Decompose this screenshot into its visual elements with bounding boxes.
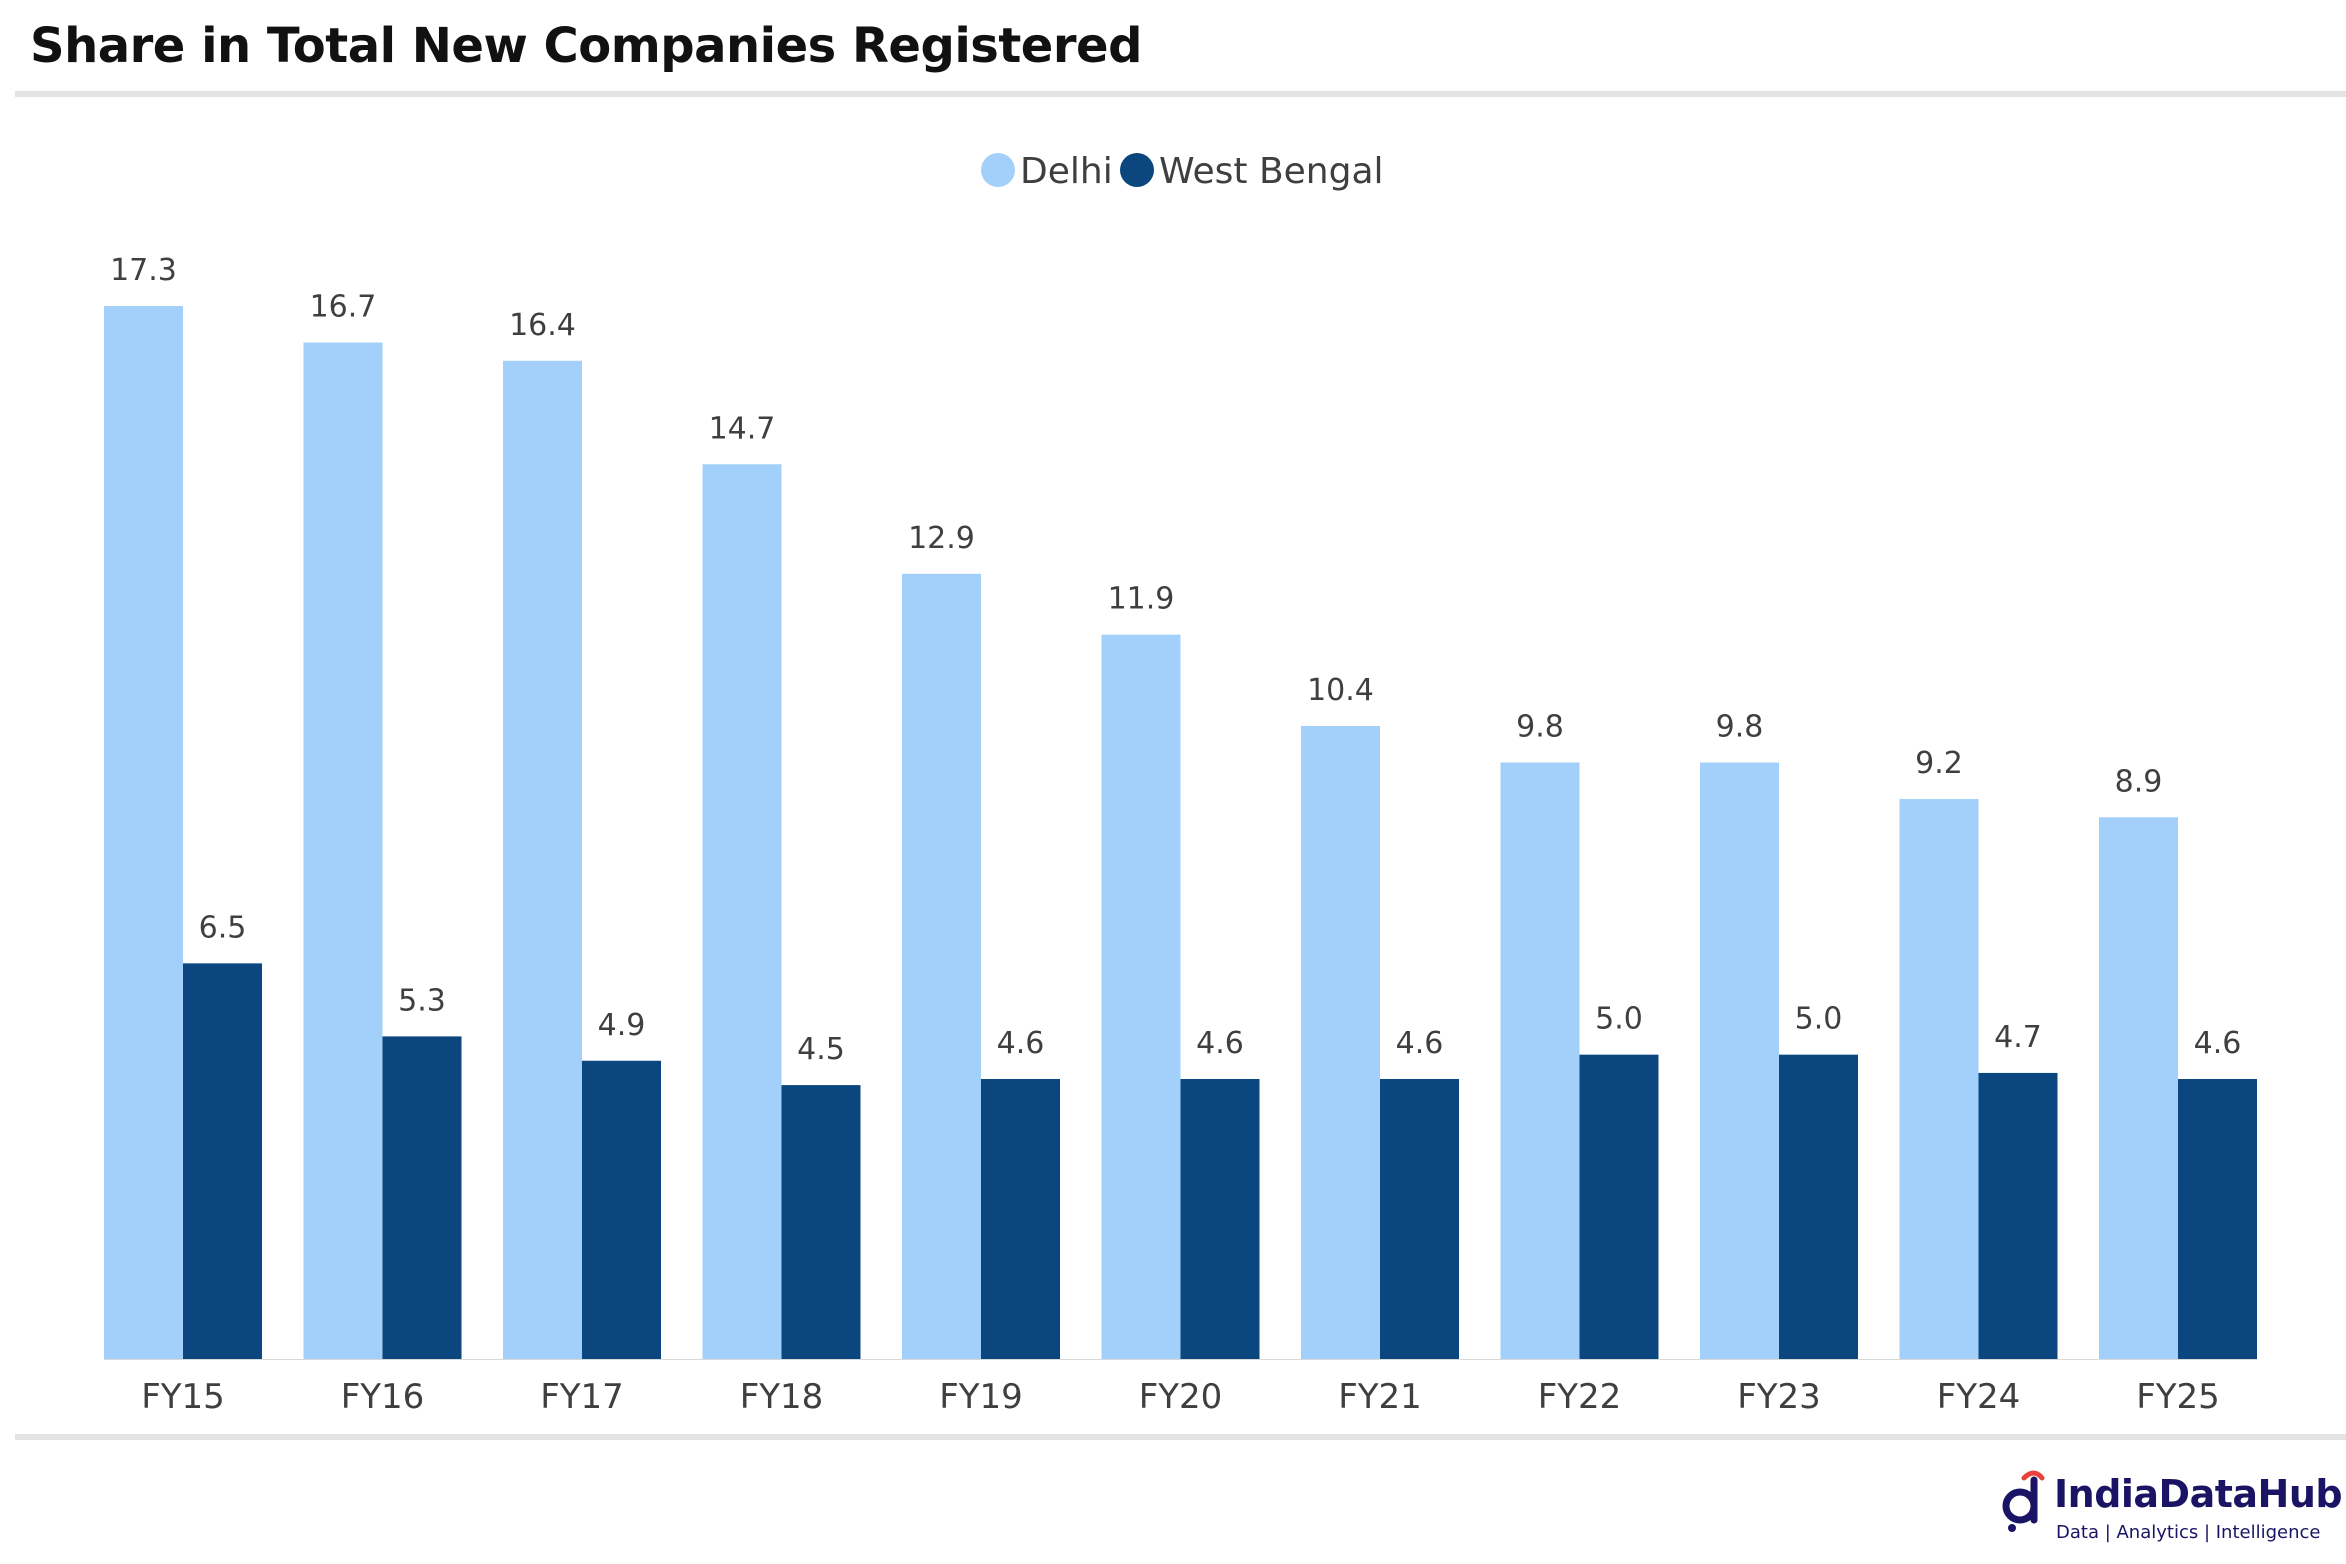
bar-west-bengal-fy23: [1779, 1054, 1858, 1359]
top-divider: [15, 91, 2346, 97]
data-label-west-bengal-fy20: 4.6: [1196, 1026, 1244, 1061]
x-axis-ticks: FY15 FY16 FY17 FY18 FY19 FY20 FY21 FY22 FY23 FY24…: [141, 1377, 2220, 1417]
x-tick-fy18: FY18: [740, 1377, 824, 1417]
bar-west-bengal-fy22: [1579, 1054, 1659, 1359]
x-tick-fy16: FY16: [341, 1377, 425, 1417]
chart-title: Share in Total New Companies Registered: [30, 18, 1142, 74]
bar-west-bengal-fy17: [582, 1060, 661, 1359]
bar-west-bengal-fy16: [382, 1036, 462, 1359]
data-label-delhi-fy25: 8.9: [2115, 764, 2163, 799]
legend-label-west-bengal: West Bengal: [1159, 151, 1384, 192]
data-label-west-bengal-fy16: 5.3: [398, 983, 446, 1018]
data-label-delhi-fy23: 9.8: [1716, 710, 1764, 745]
data-label-delhi-fy20: 11.9: [1108, 582, 1175, 617]
data-label-delhi-fy16: 16.7: [310, 290, 377, 325]
data-label-west-bengal-fy25: 4.6: [2194, 1026, 2242, 1061]
bar-delhi-fy24: [1899, 799, 1979, 1359]
data-label-delhi-fy18: 14.7: [709, 411, 776, 446]
bar-west-bengal-fy21: [1380, 1079, 1459, 1359]
data-label-west-bengal-fy21: 4.6: [1396, 1026, 1444, 1061]
legend-label-delhi: Delhi: [1020, 151, 1113, 192]
bar-delhi-fy19: [902, 573, 981, 1359]
data-label-delhi-fy15: 17.3: [110, 253, 177, 288]
x-tick-fy20: FY20: [1139, 1377, 1223, 1417]
legend-marker-delhi: [981, 153, 1015, 187]
brand-name: IndiaDataHub: [2054, 1472, 2343, 1516]
brand-logo: IndiaDataHub Data | Analytics | Intellig…: [1998, 1470, 2343, 1550]
data-label-west-bengal-fy17: 4.9: [598, 1008, 646, 1043]
bar-delhi-fy22: [1500, 762, 1580, 1359]
x-tick-fy17: FY17: [540, 1377, 624, 1417]
bar-delhi-fy16: [303, 342, 383, 1359]
data-label-west-bengal-fy18: 4.5: [797, 1032, 845, 1067]
bottom-divider: [15, 1434, 2346, 1440]
bar-group: [104, 306, 2257, 1359]
data-labels: 17.3 6.5 16.7 5.3 16.4 4.9 14.7 4.5 12.9 4.6 11.9 4…: [110, 253, 2241, 1067]
bar-west-bengal-fy20: [1180, 1079, 1260, 1359]
bar-delhi-fy20: [1101, 634, 1181, 1359]
data-label-west-bengal-fy22: 5.0: [1595, 1002, 1643, 1037]
x-tick-fy23: FY23: [1737, 1377, 1821, 1417]
data-label-west-bengal-fy23: 5.0: [1795, 1002, 1843, 1037]
legend-marker-west-bengal: [1120, 153, 1154, 187]
bar-west-bengal-fy18: [781, 1085, 861, 1359]
bar-chart: Delhi West Bengal 17.3 6.5 16.7 5.3 16.4 4.9 14…: [104, 151, 2257, 1417]
data-label-west-bengal-fy24: 4.7: [1994, 1020, 2042, 1055]
bar-west-bengal-fy25: [2178, 1079, 2257, 1359]
bar-west-bengal-fy19: [981, 1079, 1060, 1359]
bar-west-bengal-fy15: [183, 963, 262, 1359]
bar-delhi-fy21: [1301, 725, 1380, 1359]
data-label-delhi-fy17: 16.4: [509, 308, 576, 343]
data-label-delhi-fy21: 10.4: [1307, 673, 1374, 708]
x-tick-fy19: FY19: [939, 1377, 1023, 1417]
x-tick-fy24: FY24: [1937, 1377, 2021, 1417]
data-label-delhi-fy24: 9.2: [1915, 746, 1963, 781]
x-tick-fy15: FY15: [141, 1377, 225, 1417]
bar-delhi-fy25: [2099, 817, 2178, 1359]
bar-delhi-fy17: [503, 360, 582, 1359]
brand-tagline: Data | Analytics | Intelligence: [2056, 1522, 2321, 1543]
data-label-delhi-fy22: 9.8: [1516, 710, 1564, 745]
data-label-west-bengal-fy19: 4.6: [997, 1026, 1045, 1061]
bar-delhi-fy18: [702, 464, 782, 1359]
data-label-west-bengal-fy15: 6.5: [199, 910, 247, 945]
bar-delhi-fy23: [1700, 762, 1779, 1359]
x-tick-fy22: FY22: [1538, 1377, 1622, 1417]
data-label-delhi-fy19: 12.9: [908, 521, 975, 556]
x-tick-fy21: FY21: [1338, 1377, 1422, 1417]
chart-legend: Delhi West Bengal: [981, 151, 1384, 192]
indiadatahub-logo-icon: [2002, 1470, 2045, 1532]
bar-west-bengal-fy24: [1978, 1072, 2058, 1359]
bar-delhi-fy15: [104, 306, 183, 1359]
x-tick-fy25: FY25: [2136, 1377, 2220, 1417]
